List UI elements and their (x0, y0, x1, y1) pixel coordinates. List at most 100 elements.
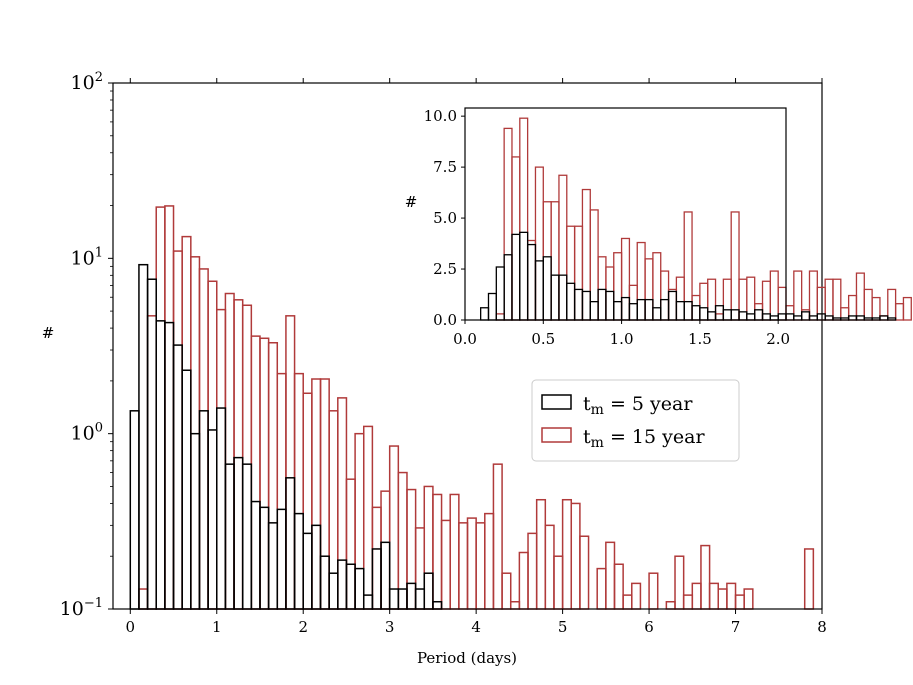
inset-bar-t-m-15-year (902, 296, 912, 321)
legend-swatch-15yr (541, 427, 572, 443)
bar-t-m-15-year (648, 572, 659, 610)
x-tick-label: 6 (644, 618, 654, 636)
bar-t-m-5-year (259, 506, 270, 610)
inset-bar-t-m-15-year (871, 296, 881, 321)
inset-bar-t-m-15-year (808, 270, 818, 321)
inset-bar-t-m-5-year (871, 317, 881, 321)
inset-bar-t-m-5-year (887, 317, 897, 321)
bar-t-m-15-year (285, 315, 296, 610)
bar-t-m-15-year (259, 337, 270, 610)
inset-bar-t-m-15-year (832, 278, 842, 321)
bar-t-m-5-year (397, 588, 408, 610)
inset-bar-t-m-5-year (824, 315, 834, 321)
bar-t-m-5-year (371, 548, 382, 610)
bar-t-m-5-year (224, 463, 235, 610)
bar-t-m-15-year (553, 555, 564, 610)
bar-t-m-5-year (172, 344, 183, 610)
bar-t-m-15-year (484, 512, 495, 610)
inset-y-tick-label: 0.0 (433, 311, 457, 329)
bar-t-m-5-year (267, 522, 279, 610)
bar-t-m-5-year (345, 563, 356, 610)
bar-t-m-5-year (155, 320, 166, 610)
bar-t-m-5-year (380, 541, 391, 610)
main-ylabel: # (42, 324, 55, 342)
bar-t-m-15-year (216, 308, 227, 610)
bar-t-m-15-year (691, 582, 702, 610)
bar-t-m-5-year (241, 463, 253, 610)
bar-t-m-15-year (527, 532, 538, 610)
bar-t-m-5-year (302, 532, 313, 610)
inset-bar-t-m-5-year (879, 315, 889, 321)
bar-t-m-5-year (129, 410, 140, 610)
inset-y-tick-label: 2.5 (433, 260, 457, 278)
bar-t-m-5-year (276, 508, 287, 610)
bar-t-m-15-year (518, 551, 529, 610)
bar-t-m-15-year (172, 250, 183, 610)
main-plot-frame (112, 82, 823, 610)
bar-t-m-15-year (501, 572, 512, 610)
inset-bar-t-m-5-year (847, 315, 858, 321)
legend: tm = 5 year tm = 15 year (531, 379, 740, 462)
y-tick-label: 10−1 (60, 596, 103, 620)
x-tick-label: 5 (558, 618, 568, 636)
bar-t-m-15-year (700, 544, 711, 610)
bar-t-m-15-year (207, 280, 218, 610)
bar-t-m-15-year (276, 372, 287, 610)
bar-t-m-15-year (544, 524, 555, 610)
legend-swatch-5yr (541, 394, 572, 410)
bar-t-m-5-year (362, 594, 374, 610)
bar-t-m-15-year (682, 594, 694, 610)
inset-y-tick-label: 10.0 (424, 107, 457, 125)
bar-t-m-15-year (708, 582, 719, 610)
inset-x-tick-label: 1.0 (610, 330, 634, 348)
x-tick-label: 0 (126, 618, 136, 636)
bar-t-m-15-year (803, 548, 815, 610)
bar-t-m-15-year (492, 463, 503, 610)
bar-t-m-15-year (138, 588, 149, 610)
inset-bar-t-m-15-year (894, 303, 905, 321)
bar-t-m-15-year (354, 432, 365, 610)
inset-bar-t-m-5-year (863, 317, 873, 321)
bar-t-m-15-year (155, 206, 166, 610)
inset-background (465, 108, 786, 320)
bar-t-m-5-year (138, 263, 149, 610)
bar-t-m-5-year (216, 407, 227, 610)
bar-t-m-5-year (406, 582, 417, 610)
bar-t-m-15-year (743, 588, 754, 610)
bar-t-m-15-year (250, 335, 261, 610)
bar-t-m-15-year (622, 594, 633, 610)
bar-t-m-5-year (146, 278, 157, 610)
bar-t-m-15-year (613, 563, 624, 610)
legend-label-15yr: tm = 15 year (583, 426, 705, 451)
x-tick-label: 8 (817, 618, 827, 636)
bar-t-m-15-year (466, 517, 477, 610)
inset-bar-t-m-15-year (816, 286, 826, 321)
bar-t-m-5-year (388, 588, 400, 610)
y-tick-label: 102 (71, 70, 103, 94)
inset-bar-t-m-5-year (801, 311, 811, 321)
inset-y-tick-label: 7.5 (433, 158, 457, 176)
y-tick-label: 101 (71, 245, 103, 269)
bar-t-m-15-year (224, 292, 235, 610)
bar-t-m-15-year (241, 304, 253, 610)
bar-t-m-15-year (423, 485, 434, 610)
bar-t-m-5-year (285, 477, 296, 610)
inset-bar-t-m-15-year (855, 272, 865, 321)
bar-t-m-5-year (354, 567, 365, 610)
bar-t-m-15-year (414, 527, 426, 610)
x-tick-label: 7 (731, 618, 741, 636)
bar-t-m-5-year (423, 572, 434, 610)
bar-t-m-15-year (345, 478, 356, 610)
inset-bar-t-m-5-year (816, 313, 826, 321)
bar-t-m-5-year (311, 524, 322, 610)
bar-t-m-15-year (371, 506, 382, 610)
y-tick-label: 100 (71, 421, 103, 445)
inset-bar-t-m-5-year (832, 317, 842, 321)
bar-t-m-15-year (198, 268, 209, 610)
bar-t-m-5-year (319, 555, 330, 610)
bar-t-m-5-year (233, 456, 244, 610)
bar-t-m-15-year (440, 519, 451, 610)
bar-t-m-15-year (570, 502, 581, 610)
bar-t-m-15-year (631, 582, 642, 610)
inset-bar-t-m-15-year (863, 288, 873, 321)
